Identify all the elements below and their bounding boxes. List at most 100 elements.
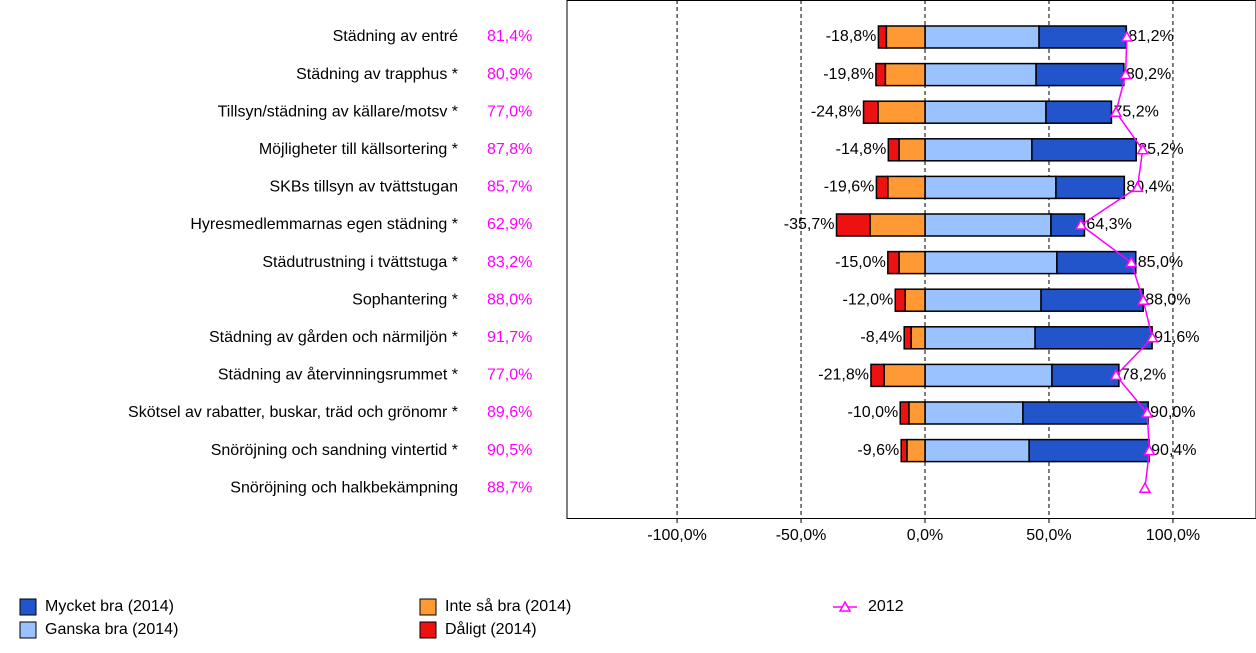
line-marker bbox=[1136, 293, 1150, 305]
value-label-2012: 89,6% bbox=[487, 404, 532, 421]
bar-segment bbox=[1040, 288, 1144, 312]
line-marker bbox=[1136, 143, 1149, 155]
bar-segment bbox=[904, 288, 926, 312]
bar-segment bbox=[877, 25, 888, 49]
negative-total: -15,0% bbox=[835, 254, 886, 271]
legend-label: Inte så bra (2014) bbox=[445, 597, 571, 615]
bar-segment bbox=[924, 401, 1024, 425]
value-label-2012: 77,0% bbox=[487, 103, 532, 120]
plot-area bbox=[566, 0, 1256, 519]
negative-total: -24,8% bbox=[811, 103, 862, 120]
bar-segment bbox=[924, 288, 1042, 312]
line-marker bbox=[1138, 481, 1152, 493]
legend-swatch bbox=[19, 598, 37, 616]
negative-total: -35,7% bbox=[784, 216, 835, 233]
negative-total: -21,8% bbox=[818, 367, 869, 384]
category-label: Snöröjning och sandning vintertid * bbox=[211, 442, 458, 459]
bar-segment bbox=[900, 438, 908, 463]
legend-label: 2012 bbox=[868, 598, 904, 615]
value-label-2012: 87,8% bbox=[487, 141, 532, 158]
negative-total: -14,8% bbox=[836, 141, 887, 158]
line-marker bbox=[1109, 368, 1123, 381]
positive-total: 85,0% bbox=[1138, 254, 1183, 271]
bar-segment bbox=[924, 326, 1036, 350]
bar-segment bbox=[887, 138, 900, 162]
value-label-2012: 88,7% bbox=[487, 479, 532, 496]
x-tick-label: -100,0% bbox=[647, 527, 707, 544]
positive-total: 78,2% bbox=[1121, 367, 1166, 384]
bar-segment bbox=[1035, 62, 1125, 87]
bar-segment bbox=[887, 175, 926, 200]
bar-segment bbox=[924, 213, 1052, 237]
value-label-2012: 85,7% bbox=[487, 179, 532, 196]
bar-segment bbox=[885, 25, 926, 49]
bar-segment bbox=[870, 363, 885, 388]
bar-segment bbox=[887, 250, 900, 275]
value-label-2012: 80,9% bbox=[487, 66, 532, 83]
bar-segment bbox=[869, 213, 926, 237]
line-marker bbox=[1146, 331, 1159, 343]
bar-segment bbox=[1038, 25, 1128, 49]
bar-segment bbox=[1051, 363, 1120, 388]
line-marker bbox=[1120, 30, 1134, 42]
positive-total: 81,2% bbox=[1128, 28, 1173, 45]
bar-segment bbox=[924, 250, 1058, 275]
bar-segment bbox=[924, 25, 1040, 49]
positive-total: 64,3% bbox=[1086, 216, 1131, 233]
negative-total: -10,0% bbox=[848, 404, 899, 421]
legend-label: Ganska bra (2014) bbox=[45, 621, 178, 638]
legend-swatch bbox=[419, 621, 437, 639]
bar-segment bbox=[899, 401, 910, 425]
bar-segment bbox=[910, 326, 926, 350]
category-label: Tillsyn/städning av källare/motsv * bbox=[218, 103, 458, 120]
bar-segment bbox=[877, 100, 926, 124]
bar-segment bbox=[924, 62, 1037, 87]
bar-segment bbox=[924, 100, 1047, 124]
positive-total: 88,0% bbox=[1145, 291, 1190, 308]
bar-segment bbox=[924, 438, 1030, 463]
category-label: Städning av återvinningsrummet * bbox=[218, 366, 458, 384]
category-label: Hyresmedlemmarnas egen städning * bbox=[190, 216, 458, 233]
category-label: Städning av gården och närmiljön * bbox=[209, 328, 458, 346]
bar-segment bbox=[903, 326, 912, 350]
negative-total: -9,6% bbox=[857, 442, 899, 459]
bar-segment bbox=[1045, 100, 1113, 124]
legend-swatch bbox=[19, 621, 37, 639]
x-tick-label: -50,0% bbox=[776, 527, 827, 544]
bar-segment bbox=[894, 288, 906, 312]
negative-total: -8,4% bbox=[860, 329, 902, 346]
positive-total: 90,0% bbox=[1150, 404, 1195, 421]
category-label: Städning av entré bbox=[333, 28, 459, 45]
value-label-2012: 88,0% bbox=[487, 291, 532, 308]
legend-swatch bbox=[419, 598, 437, 616]
positive-total: 80,2% bbox=[1126, 66, 1171, 83]
line-marker bbox=[1143, 444, 1156, 456]
bar-segment bbox=[875, 175, 889, 200]
category-label: Skötsel av rabatter, buskar, träd och gr… bbox=[128, 404, 458, 421]
bar-segment bbox=[862, 100, 879, 124]
bar-segment bbox=[924, 175, 1057, 200]
positive-total: 90,4% bbox=[1151, 442, 1196, 459]
value-label-2012: 62,9% bbox=[487, 216, 532, 233]
positive-total: 85,2% bbox=[1138, 141, 1183, 158]
category-label: Sophantering * bbox=[352, 291, 458, 308]
category-label: Möjligheter till källsortering * bbox=[259, 141, 458, 158]
bar-segment bbox=[898, 250, 926, 275]
line-marker bbox=[1074, 218, 1088, 230]
category-label: Snöröjning och halkbekämpning bbox=[230, 479, 458, 496]
category-label: SKBs tillsyn av tvättstugan bbox=[269, 179, 458, 196]
bar-segment bbox=[1028, 438, 1150, 463]
legend-label: Dåligt (2014) bbox=[445, 620, 537, 638]
bar-segment bbox=[1031, 138, 1137, 162]
x-tick-label: 0,0% bbox=[907, 527, 943, 544]
negative-total: -19,8% bbox=[823, 66, 874, 83]
bar-segment bbox=[1055, 175, 1126, 200]
x-tick-label: 100,0% bbox=[1146, 527, 1200, 544]
value-label-2012: 90,5% bbox=[487, 442, 532, 459]
bar-segment bbox=[906, 438, 926, 463]
negative-total: -12,0% bbox=[843, 291, 894, 308]
line-marker bbox=[1140, 406, 1154, 418]
legend-marker bbox=[838, 600, 852, 612]
value-label-2012: 83,2% bbox=[487, 254, 532, 271]
